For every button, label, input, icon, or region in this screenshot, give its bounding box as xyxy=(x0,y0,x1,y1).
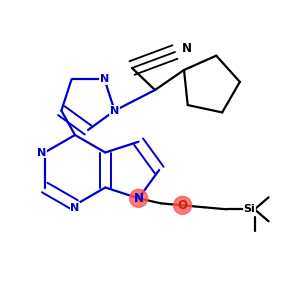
Circle shape xyxy=(174,196,192,214)
Text: N: N xyxy=(37,148,46,158)
Text: N: N xyxy=(70,203,80,213)
Text: N: N xyxy=(134,192,144,205)
Text: Si: Si xyxy=(244,204,256,214)
Text: N: N xyxy=(100,74,109,84)
Circle shape xyxy=(130,189,148,207)
Text: O: O xyxy=(178,199,188,212)
Text: N: N xyxy=(110,106,119,116)
Text: N: N xyxy=(182,41,192,55)
